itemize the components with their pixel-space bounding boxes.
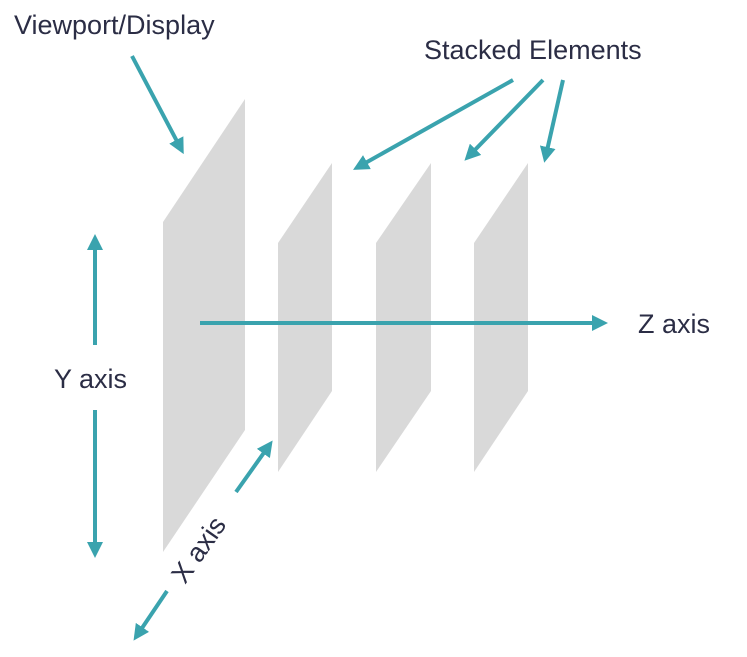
x-axis-arrow-up [234, 440, 273, 494]
stacked-pointer-arrow-3 [539, 79, 565, 163]
stacked-pointer-arrow-1 [353, 78, 514, 170]
y-axis-label: Y axis [54, 364, 127, 394]
viewport-plane [163, 99, 245, 552]
z-axis-label: Z axis [638, 309, 710, 339]
stacked-pointer-arrow-2 [464, 78, 545, 161]
viewport-pointer-arrow [130, 55, 184, 155]
stacked-element-plane-3 [474, 163, 528, 472]
stacked-element-plane-2 [376, 163, 431, 472]
viewport-label: Viewport/Display [14, 10, 215, 40]
stacked-elements-label: Stacked Elements [424, 35, 642, 65]
x-axis-arrow-down [133, 589, 169, 641]
stacked-element-plane-1 [278, 163, 332, 472]
